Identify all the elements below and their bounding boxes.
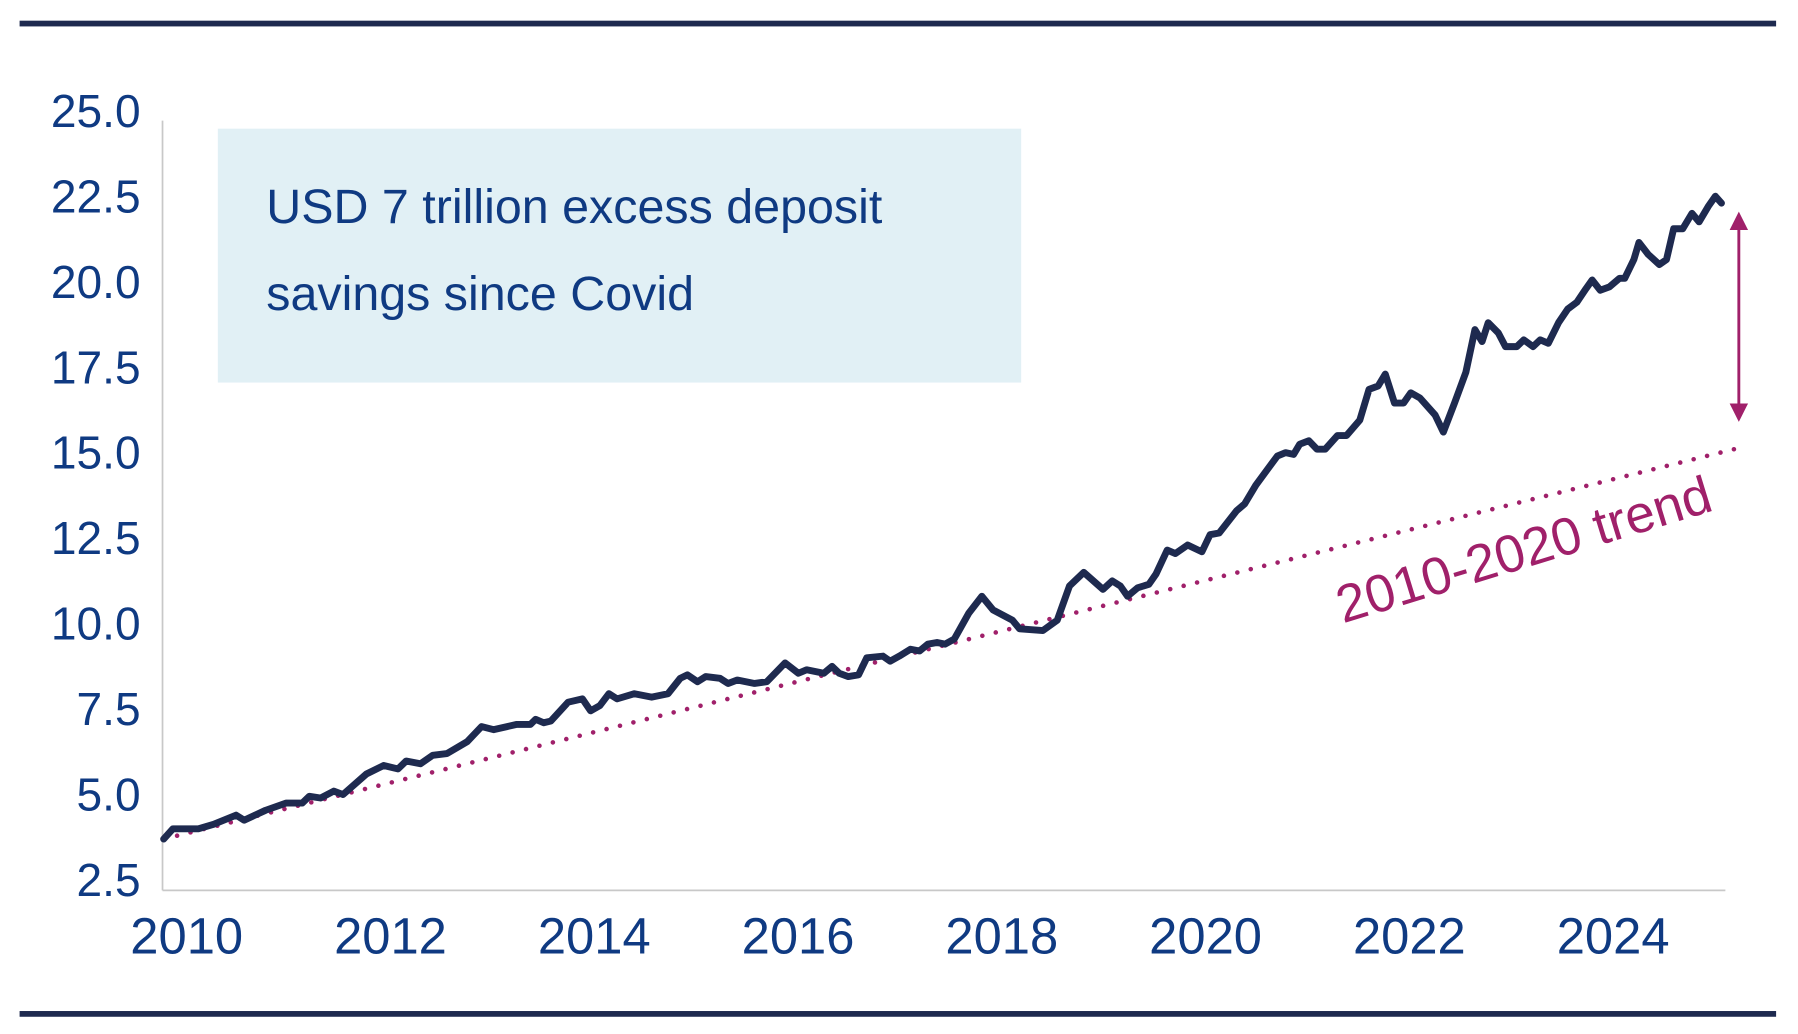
x-tick-label: 2012 [334, 908, 447, 965]
x-tick-label: 2010 [130, 908, 243, 965]
y-tick-label: 25.0 [51, 85, 141, 137]
y-tick-label: 5.0 [77, 769, 141, 821]
y-tick-label: 22.5 [51, 170, 141, 222]
annotation-box [217, 128, 1022, 383]
x-tick-label: 2016 [742, 908, 855, 965]
top-rule [19, 20, 1777, 27]
x-tick-label: 2022 [1353, 908, 1466, 965]
y-tick-label: 12.5 [51, 512, 141, 564]
gap-arrow-head-up [1729, 211, 1749, 230]
y-tick-label: 7.5 [77, 683, 141, 735]
x-tick-label: 2018 [945, 908, 1058, 965]
y-tick-label: 10.0 [51, 598, 141, 650]
trend-label: 2010-2020 trend [1329, 465, 1718, 635]
gap-arrow-head-down [1729, 403, 1749, 422]
trend-line [161, 445, 1744, 842]
y-tick-label: 20.0 [51, 256, 141, 308]
annotation-line-2: savings since Covid [266, 267, 694, 321]
y-tick-label: 2.5 [77, 854, 141, 906]
y-tick-label: 17.5 [51, 341, 141, 393]
annotation-line-1: USD 7 trillion excess deposit [266, 180, 883, 234]
x-tick-label: 2020 [1149, 908, 1262, 965]
bottom-rule [19, 1011, 1777, 1017]
x-tick-label: 2014 [538, 908, 651, 965]
x-tick-label: 2024 [1557, 908, 1670, 965]
deposits-line [160, 192, 1725, 843]
y-tick-label: 15.0 [51, 427, 141, 479]
